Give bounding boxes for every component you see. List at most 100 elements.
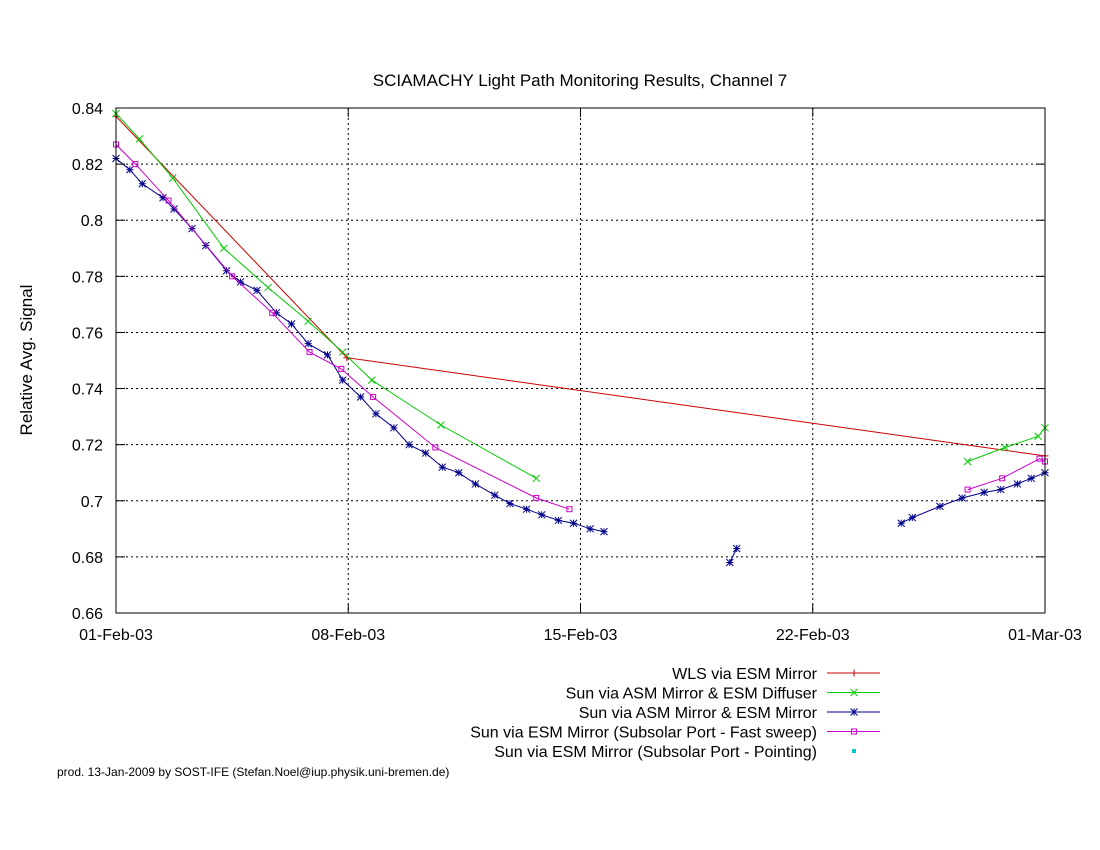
data-point — [159, 193, 167, 202]
data-point — [264, 283, 272, 292]
data-point — [219, 244, 228, 253]
data-point — [1034, 432, 1042, 441]
series-line — [900, 472, 1046, 524]
data-point — [390, 423, 398, 432]
data-point — [852, 749, 856, 753]
data-point — [964, 486, 971, 493]
x-tick-label: 22-Feb-03 — [776, 627, 850, 644]
series-line — [115, 113, 537, 479]
data-point — [304, 339, 313, 348]
data-point — [421, 449, 430, 457]
y-axis-title: Relative Avg. Signal — [17, 285, 36, 436]
data-point — [1036, 455, 1043, 462]
data-point — [367, 376, 376, 384]
y-tick-label: 0.84 — [72, 101, 103, 118]
data-point — [229, 273, 236, 280]
data-point — [850, 688, 858, 697]
data-point — [222, 266, 231, 275]
data-point — [851, 728, 857, 735]
axis-ticks: 01-Feb-03 08-Feb-03 15-Feb-03 22-Feb-03 01-M… — [72, 101, 1082, 644]
x-tick-label: 15-Feb-03 — [544, 627, 618, 644]
legend: WLS via ESM Mirror Sun via ASM Mirror & E… — [470, 666, 880, 761]
y-tick-label: 0.82 — [72, 157, 103, 174]
data-point — [304, 317, 313, 326]
data-point — [165, 197, 172, 204]
x-tick-label: 08-Feb-03 — [311, 627, 385, 644]
data-point — [338, 376, 347, 384]
data-point — [356, 393, 365, 401]
legend-label: Sun via ESM Mirror (Subsolar Port - Poin… — [494, 744, 817, 761]
data-point — [600, 527, 608, 536]
grid — [116, 108, 1045, 613]
data-point — [732, 544, 741, 553]
data-point — [306, 349, 313, 356]
data-point — [253, 286, 261, 295]
data-point — [522, 505, 531, 514]
data-point — [272, 308, 281, 317]
chart-title: SCIAMACHY Light Path Monitoring Results,… — [373, 71, 788, 90]
data-point — [506, 499, 514, 508]
data-point — [370, 393, 377, 400]
data-point — [132, 161, 139, 168]
data-point — [269, 309, 276, 316]
legend-label: WLS via ESM Mirror — [672, 666, 818, 683]
data-point — [908, 513, 917, 522]
x-tick-label: 01-Feb-03 — [79, 627, 153, 644]
data-point — [135, 135, 144, 143]
data-point — [569, 519, 578, 528]
data-point — [963, 457, 972, 466]
data-point — [1027, 474, 1036, 483]
data-point — [532, 474, 541, 483]
y-tick-label: 0.74 — [72, 382, 103, 399]
y-tick-label: 0.68 — [72, 550, 103, 567]
data-point — [554, 516, 563, 525]
data-point — [566, 506, 573, 513]
data-point — [168, 174, 177, 182]
x-tick-label: 01-Mar-03 — [1008, 627, 1082, 644]
data-point — [533, 494, 540, 501]
data-point — [490, 491, 499, 500]
series-line — [967, 427, 1046, 462]
data-point — [980, 488, 989, 497]
data-point — [438, 463, 447, 471]
data-point — [138, 179, 147, 188]
data-point — [170, 205, 178, 213]
data-point — [338, 348, 347, 356]
data-point — [432, 444, 439, 451]
data-point — [125, 165, 134, 174]
y-tick-label: 0.8 — [81, 213, 103, 230]
data-point — [996, 485, 1005, 494]
data-point — [1013, 480, 1022, 488]
data-point — [1001, 443, 1009, 452]
data-point — [725, 558, 734, 567]
y-tick-label: 0.66 — [72, 606, 103, 623]
series-line — [729, 548, 738, 563]
y-tick-label: 0.76 — [72, 325, 103, 342]
series-layer — [112, 109, 1049, 567]
series-line — [115, 144, 570, 510]
data-point — [897, 519, 906, 528]
y-tick-label: 0.7 — [81, 494, 103, 511]
legend-label: Sun via ASM Mirror & ESM Mirror — [579, 705, 818, 722]
data-point — [999, 475, 1006, 482]
data-point — [405, 440, 413, 449]
y-tick-label: 0.78 — [72, 269, 103, 286]
data-point — [850, 708, 858, 716]
data-point — [586, 524, 595, 533]
footer-credit: prod. 13-Jan-2009 by SOST-IFE (Stefan.No… — [57, 765, 449, 779]
data-point — [236, 278, 245, 286]
y-tick-label: 0.72 — [72, 438, 103, 455]
data-point — [372, 409, 380, 418]
data-point — [323, 351, 332, 359]
data-point — [287, 320, 296, 328]
data-point — [338, 365, 345, 372]
data-point — [471, 480, 480, 488]
series-1 — [112, 109, 1049, 483]
data-point — [850, 669, 858, 677]
data-point — [454, 468, 463, 477]
series-3 — [113, 141, 1048, 513]
series-line — [967, 458, 1046, 491]
data-point — [537, 510, 546, 519]
data-point — [437, 421, 445, 429]
